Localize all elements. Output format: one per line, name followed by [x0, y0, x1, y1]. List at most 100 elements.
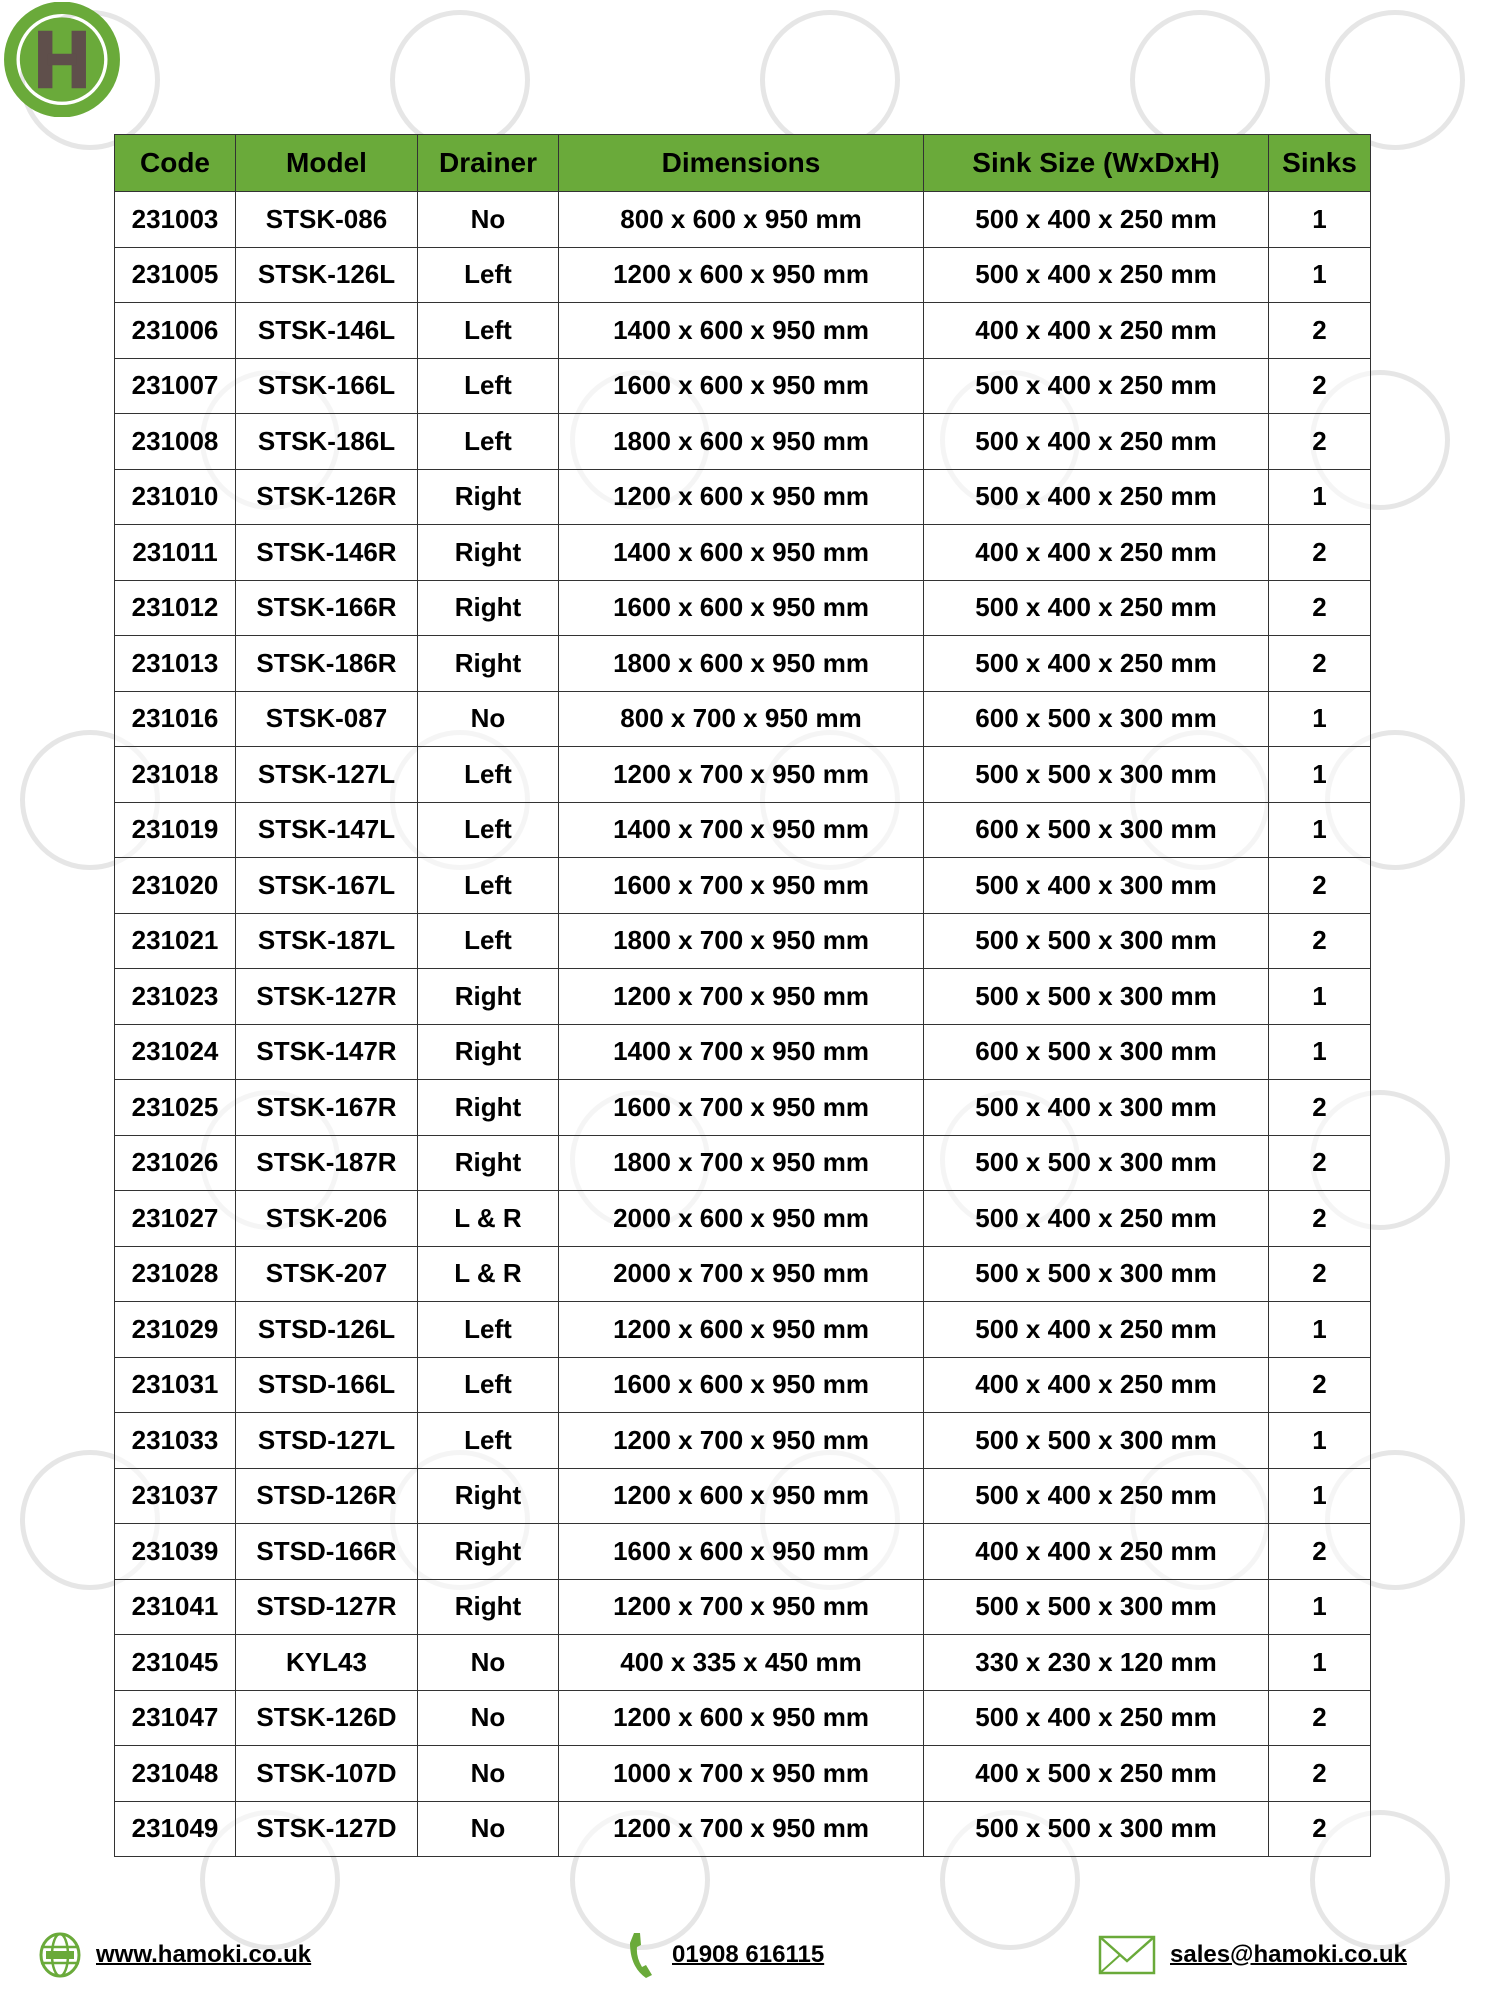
cell-dimensions: 400 x 335 x 450 mm: [558, 1634, 924, 1691]
cell-model: STSK-126D: [235, 1689, 418, 1746]
cell-dimensions: 1200 x 600 x 950 mm: [558, 1689, 924, 1746]
cell-drainer: No: [417, 1745, 559, 1802]
cell-sinks: 1: [1268, 1301, 1371, 1358]
table-header-row: Code Model Drainer Dimensions Sink Size (WxD…: [114, 134, 1371, 192]
table-row: 231016 STSK-087 No 800 x 700 x 950 mm 600 x …: [114, 690, 1371, 747]
cell-model: STSK-147L: [235, 801, 418, 858]
cell-drainer: No: [417, 191, 559, 248]
cell-sinks: 2: [1268, 357, 1371, 414]
cell-sink-size: 500 x 400 x 250 mm: [923, 1301, 1269, 1358]
cell-sinks: 2: [1268, 1356, 1371, 1413]
cell-sink-size: 500 x 400 x 250 mm: [923, 246, 1269, 303]
column-header-model: Model: [235, 134, 418, 192]
cell-code: 231048: [114, 1745, 236, 1802]
cell-sink-size: 500 x 400 x 300 mm: [923, 857, 1269, 914]
cell-sink-size: 500 x 500 x 300 mm: [923, 746, 1269, 803]
cell-sinks: 1: [1268, 746, 1371, 803]
table-row: 231027 STSK-206 L & R 2000 x 600 x 950 mm 50…: [114, 1190, 1371, 1247]
cell-drainer: Left: [417, 912, 559, 969]
website-link[interactable]: www.hamoki.co.uk: [96, 1941, 312, 1968]
table-row: 231018 STSK-127L Left 1200 x 700 x 950 mm 50…: [114, 746, 1371, 803]
watermark-plate-icon: [760, 10, 900, 150]
cell-dimensions: 1600 x 700 x 950 mm: [558, 1079, 924, 1136]
cell-sink-size: 500 x 500 x 300 mm: [923, 1800, 1269, 1857]
cell-sink-size: 600 x 500 x 300 mm: [923, 801, 1269, 858]
cell-model: STSK-127L: [235, 746, 418, 803]
cell-model: STSK-147R: [235, 1023, 418, 1080]
cell-drainer: Right: [417, 1523, 559, 1580]
table-row: 231023 STSK-127R Right 1200 x 700 x 950 mm 5…: [114, 968, 1371, 1025]
cell-dimensions: 1200 x 700 x 950 mm: [558, 1578, 924, 1635]
cell-sinks: 1: [1268, 1578, 1371, 1635]
cell-model: STSK-186R: [235, 635, 418, 692]
cell-code: 231005: [114, 246, 236, 303]
cell-sink-size: 400 x 400 x 250 mm: [923, 1523, 1269, 1580]
cell-code: 231018: [114, 746, 236, 803]
cell-sinks: 2: [1268, 1745, 1371, 1802]
table-row: 231003 STSK-086 No 800 x 600 x 950 mm 500 x …: [114, 191, 1371, 248]
cell-sink-size: 500 x 400 x 250 mm: [923, 357, 1269, 414]
cell-model: STSD-126R: [235, 1467, 418, 1524]
cell-model: STSK-187L: [235, 912, 418, 969]
phone-link[interactable]: 01908 616115: [672, 1941, 825, 1968]
cell-dimensions: 1600 x 700 x 950 mm: [558, 857, 924, 914]
cell-dimensions: 1200 x 700 x 950 mm: [558, 968, 924, 1025]
cell-sink-size: 400 x 400 x 250 mm: [923, 1356, 1269, 1413]
cell-sink-size: 500 x 500 x 300 mm: [923, 968, 1269, 1025]
cell-sink-size: 500 x 400 x 250 mm: [923, 635, 1269, 692]
cell-sink-size: 500 x 500 x 300 mm: [923, 1134, 1269, 1191]
cell-dimensions: 1200 x 700 x 950 mm: [558, 1800, 924, 1857]
table-row: 231024 STSK-147R Right 1400 x 700 x 950 mm 6…: [114, 1023, 1371, 1080]
cell-code: 231020: [114, 857, 236, 914]
cell-sink-size: 500 x 400 x 250 mm: [923, 579, 1269, 636]
cell-model: STSK-167R: [235, 1079, 418, 1136]
phone-icon: [630, 1933, 652, 1978]
cell-sink-size: 500 x 500 x 300 mm: [923, 912, 1269, 969]
column-header-sinks: Sinks: [1268, 134, 1371, 192]
cell-model: STSK-206: [235, 1190, 418, 1247]
cell-drainer: Left: [417, 1356, 559, 1413]
cell-code: 231045: [114, 1634, 236, 1691]
cell-code: 231037: [114, 1467, 236, 1524]
cell-sink-size: 500 x 400 x 300 mm: [923, 1079, 1269, 1136]
table-row: 231037 STSD-126R Right 1200 x 600 x 950 mm 5…: [114, 1467, 1371, 1524]
cell-sinks: 2: [1268, 524, 1371, 581]
cell-sink-size: 600 x 500 x 300 mm: [923, 690, 1269, 747]
table-row: 231010 STSK-126R Right 1200 x 600 x 950 mm 5…: [114, 468, 1371, 525]
cell-sinks: 2: [1268, 579, 1371, 636]
watermark-plate-icon: [390, 10, 530, 150]
cell-sinks: 1: [1268, 690, 1371, 747]
cell-dimensions: 1600 x 600 x 950 mm: [558, 579, 924, 636]
email-link[interactable]: sales@hamoki.co.uk: [1170, 1941, 1407, 1968]
table-row: 231013 STSK-186R Right 1800 x 600 x 950 mm 5…: [114, 635, 1371, 692]
cell-code: 231039: [114, 1523, 236, 1580]
cell-code: 231025: [114, 1079, 236, 1136]
cell-code: 231016: [114, 690, 236, 747]
cell-sink-size: 500 x 400 x 250 mm: [923, 1689, 1269, 1746]
cell-drainer: Right: [417, 1023, 559, 1080]
cell-sinks: 2: [1268, 635, 1371, 692]
cell-sinks: 2: [1268, 912, 1371, 969]
cell-drainer: L & R: [417, 1245, 559, 1302]
cell-code: 231024: [114, 1023, 236, 1080]
table-row: 231048 STSK-107D No 1000 x 700 x 950 mm 400 …: [114, 1745, 1371, 1802]
cell-sinks: 2: [1268, 1800, 1371, 1857]
table-row: 231021 STSK-187L Left 1800 x 700 x 950 mm 50…: [114, 912, 1371, 969]
watermark-plate-icon: [1310, 1810, 1450, 1950]
cell-code: 231047: [114, 1689, 236, 1746]
cell-sink-size: 500 x 500 x 300 mm: [923, 1578, 1269, 1635]
cell-drainer: L & R: [417, 1190, 559, 1247]
cell-drainer: Right: [417, 1578, 559, 1635]
cell-drainer: No: [417, 1634, 559, 1691]
cell-model: STSD-166L: [235, 1356, 418, 1413]
cell-sink-size: 500 x 500 x 300 mm: [923, 1412, 1269, 1469]
cell-code: 231028: [114, 1245, 236, 1302]
cell-dimensions: 1600 x 600 x 950 mm: [558, 1356, 924, 1413]
cell-dimensions: 1000 x 700 x 950 mm: [558, 1745, 924, 1802]
cell-drainer: No: [417, 1800, 559, 1857]
cell-model: STSK-166L: [235, 357, 418, 414]
cell-drainer: Left: [417, 746, 559, 803]
cell-sinks: 1: [1268, 1412, 1371, 1469]
cell-sinks: 2: [1268, 1190, 1371, 1247]
cell-drainer: Right: [417, 1134, 559, 1191]
